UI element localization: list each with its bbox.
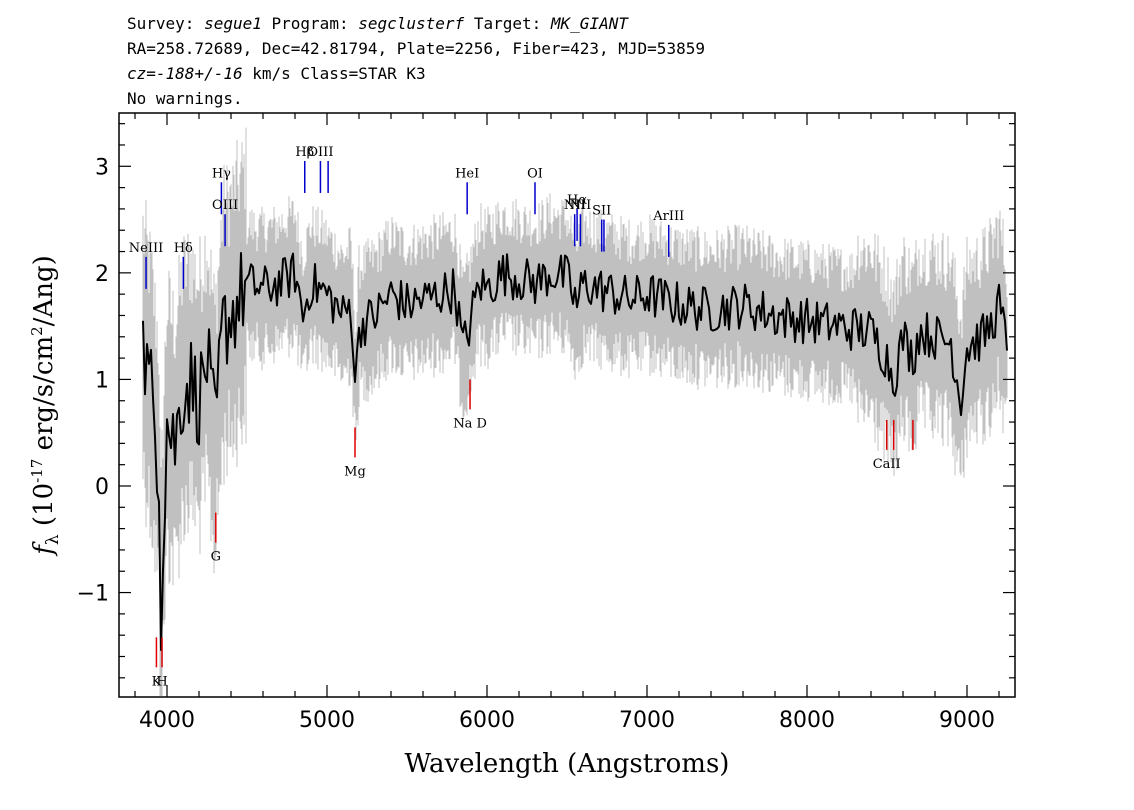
x-tick-label: 5000 — [299, 708, 355, 733]
emission-line-label: ArIII — [652, 209, 684, 224]
program-value: segclusterf — [358, 14, 465, 33]
x-tick-label: 6000 — [459, 708, 515, 733]
emission-line-label: OIII — [212, 198, 238, 213]
flux-line — [142, 252, 1008, 651]
y-tick-label: 0 — [95, 475, 109, 500]
program-label: Program: — [271, 14, 349, 33]
survey-label: Survey: — [127, 14, 195, 33]
y-axis-label: fλ (10-17 erg/s/cm2/Ang) — [28, 255, 63, 557]
absorption-line-label: Na D — [453, 416, 487, 431]
flux-series — [142, 252, 1008, 651]
x-tick-label: 7000 — [619, 708, 675, 733]
y-tick-label: 2 — [95, 262, 109, 287]
target-value: MK_GIANT — [550, 14, 628, 33]
header-line-survey: Survey: segue1 Program: segclusterf Targ… — [127, 14, 628, 33]
absorption-line-label: K — [152, 674, 162, 689]
header-line-redshift: cz=-188+/-16 km/s Class=STAR K3 — [127, 64, 426, 83]
emission-line-label: NeIII — [129, 241, 163, 256]
absorption-line-label: CaII — [873, 457, 901, 472]
y-tick-label: −1 — [77, 582, 109, 607]
axis-ticks: 4000 5000 6000 7000 8000 9000 −1 0 1 2 3 — [77, 113, 1015, 733]
emission-line-label: NII — [564, 198, 586, 213]
emission-line-label: HeI — [455, 166, 479, 181]
emission-line-label: Hγ — [212, 166, 231, 181]
emission-line-label: OIII — [307, 145, 333, 160]
header-line-coordinates: RA=258.72689, Dec=42.81794, Plate=2256, … — [127, 39, 705, 58]
target-label: Target: — [473, 14, 542, 33]
x-tick-label: 9000 — [939, 708, 995, 733]
emission-line-label: Hα — [567, 193, 587, 208]
emission-line-label: Hδ — [174, 241, 193, 256]
absorption-line-label: Mg — [344, 464, 366, 479]
plot-border — [118, 112, 1016, 698]
axis-labels: Wavelength (Angstroms) fλ (10-17 erg/s/cm… — [28, 255, 729, 779]
cz-value: -188+/-16 — [155, 64, 243, 83]
class-text: km/s Class=STAR K3 — [242, 64, 426, 83]
emission-line-label: OI — [527, 166, 543, 181]
absorption-line-label: H — [156, 674, 167, 689]
header-line-warnings: No warnings. — [127, 89, 243, 108]
x-tick-label: 4000 — [139, 708, 195, 733]
emission-line-label: Hβ — [295, 145, 314, 160]
y-tick-label: 1 — [95, 368, 109, 393]
cz-label: cz= — [127, 64, 156, 83]
x-tick-label: 8000 — [779, 708, 835, 733]
emission-line-label: NII — [570, 198, 592, 213]
absorption-line-label: G — [211, 550, 221, 565]
y-tick-label: 3 — [95, 155, 109, 180]
plot-frame — [118, 112, 1016, 698]
survey-value: segue1 — [204, 14, 262, 33]
x-axis-label: Wavelength (Angstroms) — [405, 749, 730, 779]
emission-line-label: SII — [592, 204, 611, 219]
